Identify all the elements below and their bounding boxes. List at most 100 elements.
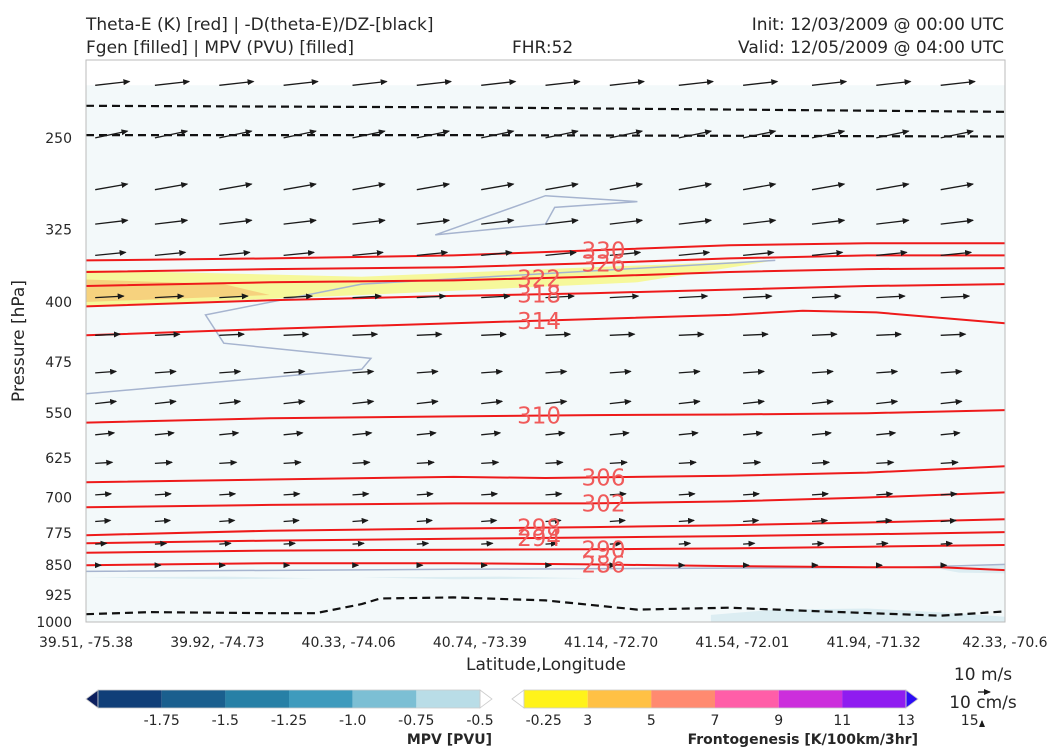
mpv-colorbar-swatch (225, 690, 289, 708)
wind-vector (678, 540, 692, 547)
wind-vector (95, 459, 114, 466)
theta-e-label: 310 (517, 404, 561, 430)
theta-e-line (86, 254, 1005, 273)
theta-e-line (86, 409, 1005, 424)
wind-vector (352, 430, 373, 437)
wind-vector (811, 517, 829, 524)
forecast-hour: FHR:52 (512, 38, 574, 58)
y-tick-label: 775 (45, 526, 72, 542)
theta-e-label: 302 (582, 491, 626, 517)
wind-vector (545, 218, 579, 225)
wind-vector (416, 79, 452, 86)
mpv-colorbar: -1.75 -1.5 -1.25 -1.0 -0.75 -0.5 -0.25 MPV [PVU… (85, 689, 562, 748)
wind-vector (283, 459, 302, 466)
wind-vector (678, 250, 711, 257)
wind-vector (481, 517, 498, 524)
wind-vector (940, 218, 974, 225)
wind-vector (283, 250, 315, 257)
wind-vector (481, 430, 502, 437)
fgen-colorbar-tick: 7 (711, 713, 720, 729)
mpv-colorbar-swatch (289, 690, 353, 708)
wind-vector (219, 218, 253, 225)
wind-vector (481, 250, 513, 257)
valid-time: Valid: 12/05/2009 @ 04:00 UTC (738, 38, 1004, 58)
wind-vector (609, 250, 642, 257)
wind-vector (743, 398, 765, 405)
wind-vector (95, 331, 121, 338)
theta-e-line (86, 267, 1005, 287)
mpv-colorbar-swatch (85, 689, 99, 709)
wind-vector (95, 129, 129, 139)
wind-vector (876, 491, 894, 498)
theta-e-line (86, 283, 1005, 308)
theta-e-label: 286 (582, 552, 626, 578)
wind-vector (95, 182, 129, 191)
wind-vector (609, 79, 645, 86)
wind-vector (743, 331, 769, 338)
wind-vector (154, 398, 177, 405)
wind-vector (545, 517, 562, 524)
fgen-colorbar-swatch (715, 690, 779, 708)
wind-vector (609, 331, 636, 338)
wind-vector (743, 218, 777, 225)
fgen-colorbar-swatch (842, 690, 906, 708)
mpv-colorbar-tick: -0.75 (398, 713, 434, 729)
wind-vector (481, 129, 515, 139)
wind-vector (876, 517, 893, 524)
wind-vector (154, 218, 189, 225)
wind-vector (481, 331, 507, 338)
wind-vector (545, 430, 566, 437)
wind-vector (609, 368, 632, 375)
theta-e-label: 294 (517, 526, 561, 552)
x-axis-label: Latitude,Longitude (466, 655, 626, 675)
wind-vector (743, 517, 760, 524)
mpv-fill-patch (86, 576, 316, 580)
wind-vector (416, 368, 439, 375)
theta-e-label: 298 (517, 516, 561, 542)
wind-vector (811, 430, 832, 437)
x-tick-label: 40.33, -74.06 (302, 635, 396, 651)
title-left-1: Theta-E (K) [red] | -D(theta-E)/DZ-[blac… (86, 15, 434, 35)
wind-vector (283, 218, 317, 225)
wind-vector (352, 250, 384, 257)
x-axis-ticks: 39.51, -75.38 39.92, -74.73 40.33, -74.06 4… (39, 635, 1048, 651)
fgen-colorbar-swatch (524, 690, 588, 708)
wind-vector (743, 79, 779, 86)
wind-vector (219, 182, 253, 191)
wind-vector (545, 293, 575, 300)
wind-vector (876, 540, 889, 547)
y-tick-label: 550 (45, 406, 72, 422)
wind-vector (283, 293, 314, 300)
fgen-colorbar-tick: 13 (897, 713, 915, 729)
wind-vector (678, 491, 696, 498)
wind-vector (219, 540, 232, 547)
wind-vector (283, 368, 306, 375)
wind-vector (811, 540, 825, 547)
wind-vector (743, 459, 762, 466)
wind-vector (545, 459, 564, 466)
wind-vector (876, 250, 908, 257)
wind-vector (876, 331, 902, 338)
plot-frame (85, 59, 1006, 623)
wind-vector (481, 79, 517, 86)
wind-vector (811, 79, 848, 86)
ref-vector-vertical-label: 10 cm/s (949, 693, 1017, 713)
y-tick-label: 625 (45, 451, 72, 467)
wind-vector (416, 182, 451, 191)
mpv-colorbar-tick: -1.5 (212, 713, 239, 729)
theta-e-label: 306 (582, 465, 626, 491)
theta-e-label: 322 (517, 266, 561, 292)
wind-vector (609, 293, 640, 300)
theta-e-line (86, 562, 1005, 572)
mpv-colorbar-title: MPV [PVU] (407, 732, 492, 748)
wind-vector (545, 182, 579, 191)
mpv-fill-patch (710, 608, 1005, 622)
wind-vector (481, 459, 500, 466)
wind-vector (154, 459, 173, 466)
wind-vector (95, 293, 125, 300)
wind-vector (283, 129, 317, 139)
wind-vector (545, 250, 577, 257)
wind-vector (416, 517, 433, 524)
wind-vector (219, 517, 236, 524)
wind-vector (940, 331, 967, 338)
